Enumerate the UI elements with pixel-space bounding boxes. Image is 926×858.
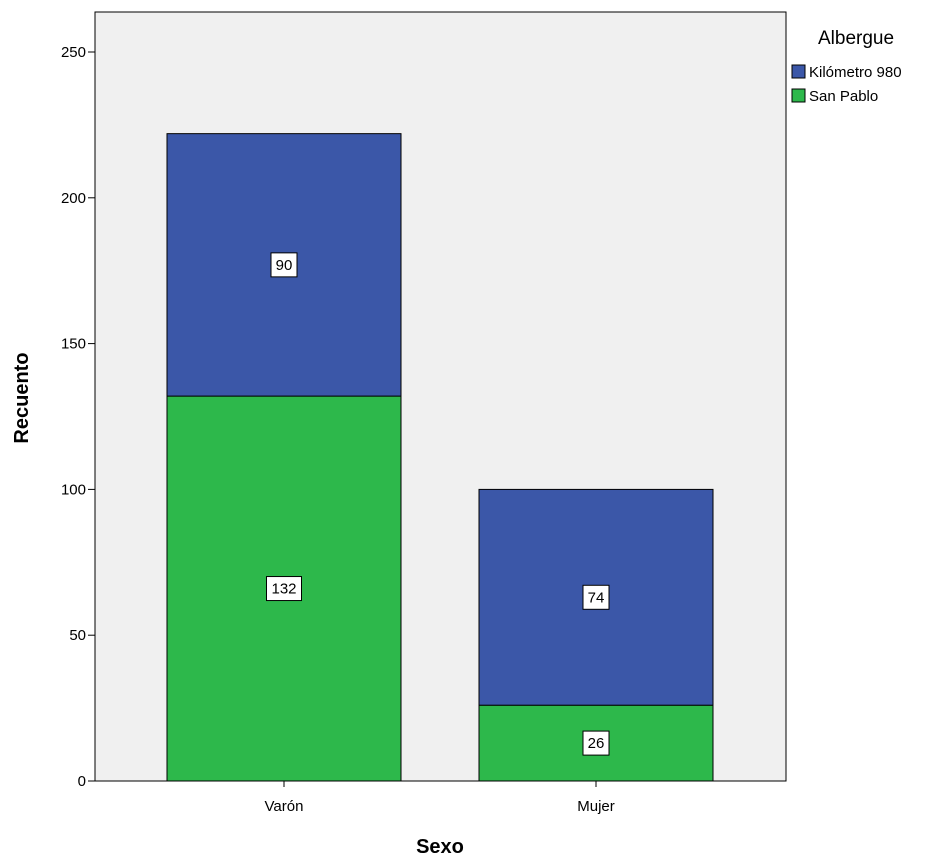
legend: Albergue Kilómetro 980 San Pablo	[791, 28, 902, 105]
data-label: 74	[588, 589, 605, 606]
y-axis-title: Recuento	[11, 352, 33, 443]
legend-label-san-pablo: San Pablo	[809, 88, 878, 105]
x-axis: Varón Mujer	[265, 781, 615, 815]
data-label-box	[582, 730, 610, 756]
y-tick-label: 50	[69, 627, 86, 644]
legend-label-kilometro-980: Kilómetro 980	[809, 64, 902, 81]
y-tick-label: 150	[61, 336, 86, 353]
y-axis: 0 50 100 150 200 250	[61, 44, 95, 790]
legend-title: Albergue	[818, 28, 894, 49]
data-label-box	[582, 584, 610, 610]
data-label-box	[266, 576, 302, 602]
x-axis-title: Sexo	[416, 836, 464, 858]
y-tick-label: 0	[78, 773, 86, 790]
y-tick-label: 100	[61, 481, 86, 498]
legend-swatch-san-pablo	[791, 88, 806, 103]
legend-swatch-kilometro-980	[791, 64, 806, 79]
data-label: 26	[588, 735, 605, 752]
data-label-box	[270, 252, 298, 278]
x-tick-label: Varón	[265, 798, 304, 815]
data-label: 132	[271, 581, 296, 598]
data-labels-layer: 132 90 26 74	[266, 252, 610, 756]
x-tick-label: Mujer	[577, 798, 615, 815]
y-tick-label: 200	[61, 190, 86, 207]
data-label: 90	[276, 257, 293, 274]
y-tick-label: 250	[61, 44, 86, 61]
